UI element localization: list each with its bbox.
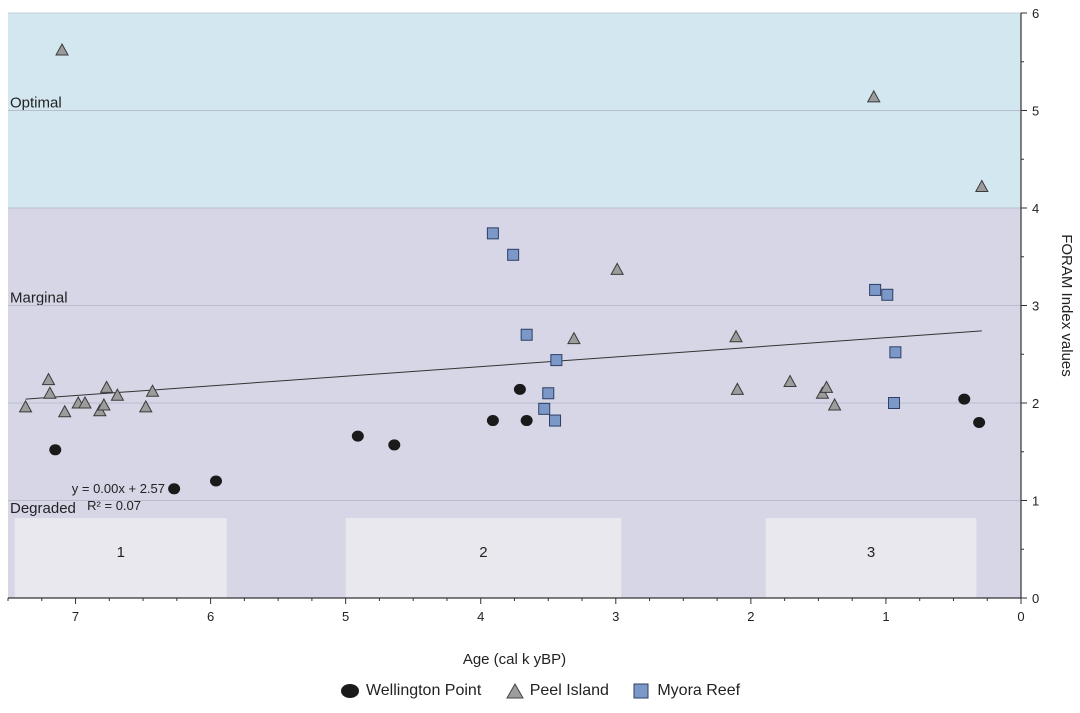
period-label: 2 xyxy=(479,544,487,561)
zone-label: Degraded xyxy=(10,500,76,517)
peel-island-marker xyxy=(18,399,33,413)
zone-label: Optimal xyxy=(10,95,62,112)
myora-reef-marker xyxy=(888,397,901,409)
x-axis-title: Age (cal k yBP) xyxy=(463,651,566,668)
peel-island-marker xyxy=(610,262,624,275)
x-tick-label: 5 xyxy=(342,609,349,624)
y-tick-label: 6 xyxy=(1032,6,1039,21)
y-tick-label: 1 xyxy=(1032,494,1039,509)
y-tick-label: 0 xyxy=(1032,591,1039,606)
legend-label: Wellington Point xyxy=(365,682,482,699)
peel-island-marker xyxy=(97,397,111,411)
peel-island-marker xyxy=(783,374,797,388)
peel-island-marker xyxy=(827,397,842,411)
square-icon xyxy=(633,683,649,699)
wellington-point-marker xyxy=(486,415,499,427)
myora-reef-marker xyxy=(549,414,562,427)
trendline-equation: y = 0.00x + 2.57 xyxy=(72,481,165,496)
myora-reef-marker xyxy=(520,328,533,341)
peel-island-marker xyxy=(55,43,69,56)
peel-island-marker xyxy=(145,384,160,397)
wellington-point-marker xyxy=(520,415,533,427)
y-tick-label: 5 xyxy=(1032,104,1039,119)
legend: Wellington Point Peel Island Myora Reef xyxy=(0,682,1080,704)
peel-island-marker xyxy=(57,404,72,418)
period-box xyxy=(14,518,227,598)
myora-reef-marker xyxy=(507,248,520,261)
myora-reef-marker xyxy=(869,283,882,296)
x-tick-label: 1 xyxy=(882,609,889,624)
y-tick-label: 2 xyxy=(1032,396,1039,411)
x-tick-label: 6 xyxy=(207,609,214,624)
peel-island-marker xyxy=(974,179,989,193)
zone-label: Marginal xyxy=(10,290,68,307)
myora-reef-marker xyxy=(542,387,555,400)
trendline-r2: R² = 0.07 xyxy=(87,498,141,513)
peel-island-marker xyxy=(41,372,56,386)
period-label: 3 xyxy=(867,544,875,561)
legend-label: Peel Island xyxy=(529,682,609,699)
wellington-point-marker xyxy=(958,393,971,405)
triangle-icon xyxy=(505,683,524,699)
myora-reef-marker xyxy=(538,402,551,415)
wellington-point-marker xyxy=(513,383,526,395)
x-tick-label: 3 xyxy=(612,609,619,624)
wellington-point-marker xyxy=(168,483,181,495)
points-layer xyxy=(18,43,989,495)
y-axis-title: FORAM Index values xyxy=(1058,234,1075,377)
axis-layer: 7 6 5 4 3 2 1 00 1 2 3 4 5 6 xyxy=(7,6,1039,624)
wellington-point-marker xyxy=(210,475,223,487)
legend-item-wellington-point: Wellington Point xyxy=(340,682,481,700)
y-tick-label: 3 xyxy=(1032,299,1039,314)
myora-reef-marker xyxy=(881,288,894,301)
peel-island-marker xyxy=(730,382,745,395)
peel-island-marker xyxy=(866,89,881,103)
wellington-point-marker xyxy=(351,430,364,442)
y-tick-label: 4 xyxy=(1032,201,1039,216)
x-tick-label: 0 xyxy=(1017,609,1024,624)
peel-island-marker xyxy=(43,386,57,399)
x-tick-label: 2 xyxy=(747,609,754,624)
wellington-point-marker xyxy=(49,444,62,456)
peel-island-marker xyxy=(567,331,581,345)
myora-reef-marker xyxy=(486,227,499,240)
peel-island-marker xyxy=(819,380,834,393)
scatter-chart: 1 2 3 Optimal Marginal Degraded 7 6 5 4 3 2 1 00 1 2 3 4… xyxy=(7,6,1075,668)
myora-reef-marker xyxy=(889,346,902,359)
trendline xyxy=(25,330,982,400)
trend-layer xyxy=(25,330,982,400)
x-tick-label: 7 xyxy=(72,609,79,624)
peel-island-marker xyxy=(78,395,92,409)
period-box xyxy=(765,518,977,598)
peel-island-marker xyxy=(99,380,114,393)
period-box xyxy=(345,518,622,598)
legend-label: Myora Reef xyxy=(657,682,741,699)
wellington-point-marker xyxy=(973,417,986,428)
x-tick-label: 4 xyxy=(477,609,484,624)
wellington-point-marker xyxy=(388,439,401,451)
period-label: 1 xyxy=(117,544,125,561)
peel-island-marker xyxy=(729,329,743,343)
circle-icon xyxy=(340,684,359,698)
legend-item-peel-island: Peel Island xyxy=(505,682,609,700)
legend-item-myora-reef: Myora Reef xyxy=(633,682,740,700)
peel-island-marker xyxy=(110,388,125,401)
myora-reef-marker xyxy=(550,354,563,367)
grid-layer xyxy=(8,12,1021,501)
peel-island-marker xyxy=(138,399,153,413)
